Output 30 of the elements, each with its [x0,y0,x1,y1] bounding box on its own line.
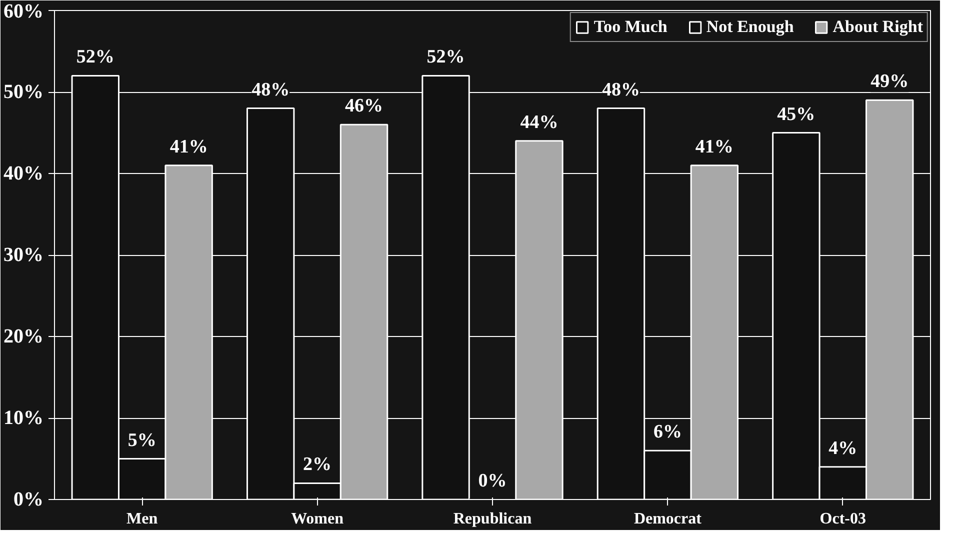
data-label: 46% [345,96,384,117]
data-label: 0% [478,470,507,492]
data-label: 6% [653,422,682,443]
data-label: 2% [303,454,332,476]
data-label: 48% [252,79,290,100]
data-label: 52% [426,46,465,68]
data-label: 48% [602,79,640,100]
y-tick-label: 60% [4,0,44,22]
data-label: 41% [170,136,208,158]
x-tick-label: Men [126,510,158,528]
data-label: 4% [828,438,858,459]
x-tick-label: Oct-03 [820,510,866,528]
legend-label: Not Enough [706,17,794,37]
y-tick-label: 40% [4,162,44,184]
y-tick-label: 30% [4,244,44,266]
x-tick-label: Women [291,510,344,528]
y-tick-label: 0% [14,488,44,510]
y-tick-label: 50% [4,81,44,103]
data-label: 44% [520,112,558,133]
x-tick-label: Republican [453,510,532,528]
legend-label: Too Much [594,17,668,37]
data-label: 41% [695,136,734,158]
data-label: 52% [76,46,114,68]
legend-label: About Right [832,17,923,37]
x-tick-label: Democrat [634,510,702,528]
data-label: 5% [128,430,156,451]
y-tick-label: 20% [4,326,44,348]
data-label: 49% [870,71,909,92]
data-label: 45% [777,104,816,125]
y-tick-label: 10% [4,407,44,429]
